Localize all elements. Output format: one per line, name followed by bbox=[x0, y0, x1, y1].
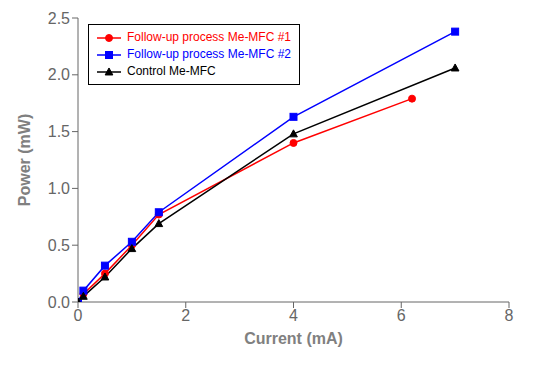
html-text:Follow-up process Me-MFC #1: Follow-up process Me-MFC #1 bbox=[127, 30, 291, 44]
svg-text:6: 6 bbox=[397, 307, 406, 324]
svg-text:2.0: 2.0 bbox=[48, 66, 70, 83]
svg-text:Current (mA): Current (mA) bbox=[244, 330, 343, 347]
svg-text:2: 2 bbox=[181, 307, 190, 324]
svg-text:2.5: 2.5 bbox=[48, 10, 70, 27]
svg-text:4: 4 bbox=[289, 307, 298, 324]
html-text:Follow-up process Me-MFC #2: Follow-up process Me-MFC #2 bbox=[127, 47, 291, 61]
svg-text:0.0: 0.0 bbox=[48, 294, 70, 311]
svg-text:1.0: 1.0 bbox=[48, 180, 70, 197]
svg-text:8: 8 bbox=[505, 307, 514, 324]
svg-text:0.5: 0.5 bbox=[48, 237, 70, 254]
svg-text:Power (mW): Power (mW) bbox=[16, 114, 33, 206]
html-text:Control Me-MFC: Control Me-MFC bbox=[127, 64, 216, 78]
svg-text:1.5: 1.5 bbox=[48, 123, 70, 140]
svg-text:0: 0 bbox=[74, 307, 83, 324]
